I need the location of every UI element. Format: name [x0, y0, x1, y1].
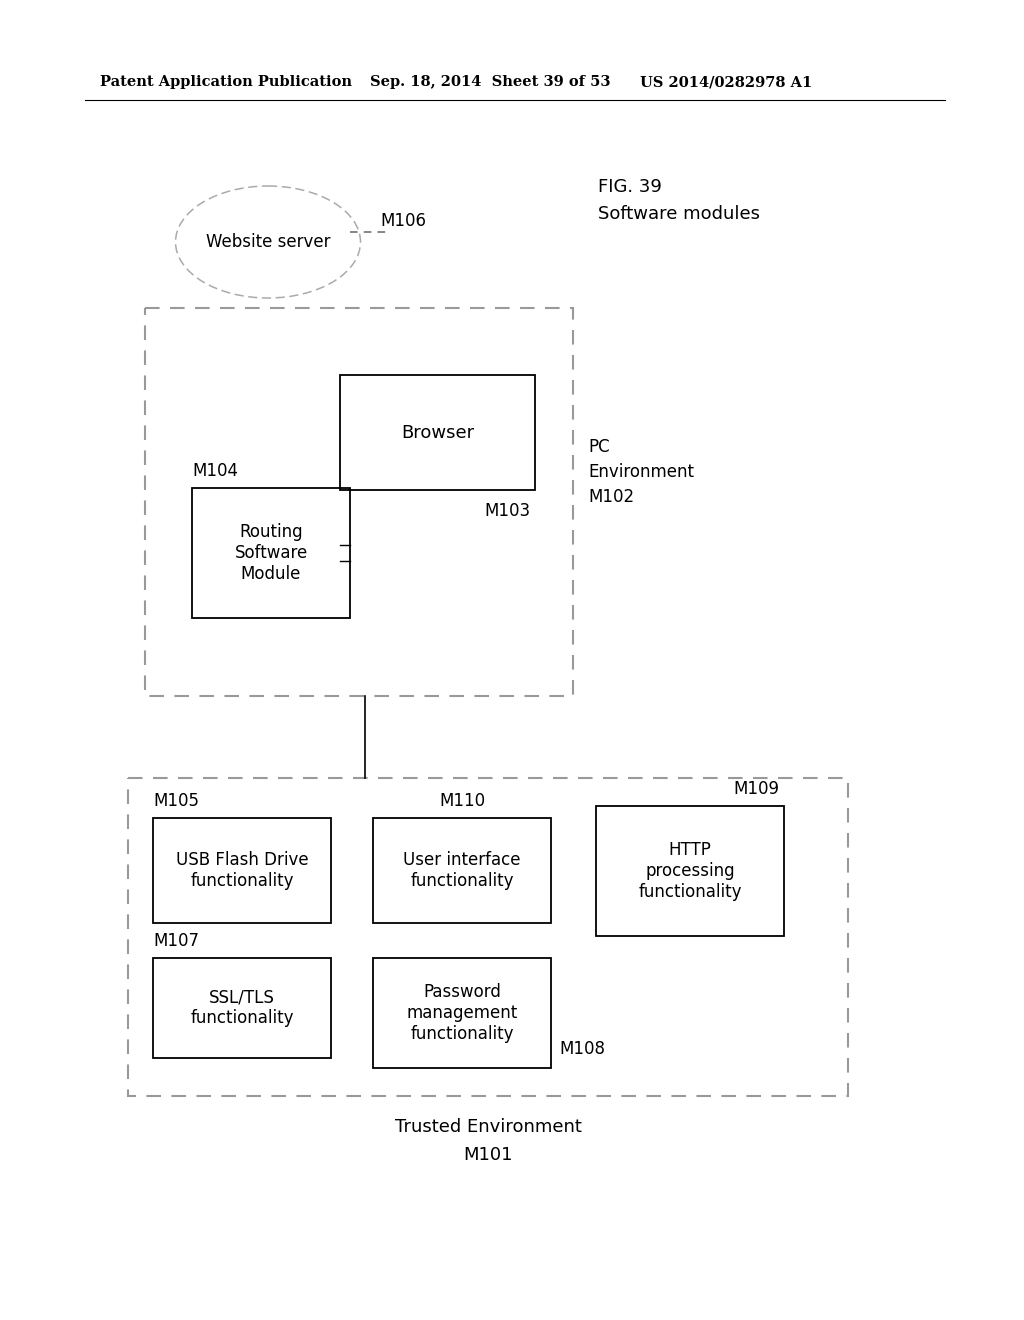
Text: M103: M103 — [484, 502, 530, 520]
Text: M106: M106 — [380, 213, 426, 230]
Text: FIG. 39: FIG. 39 — [598, 178, 662, 195]
Text: Routing
Software
Module: Routing Software Module — [234, 523, 307, 583]
Text: M107: M107 — [153, 932, 199, 950]
Text: M101: M101 — [463, 1146, 513, 1164]
Text: Software modules: Software modules — [598, 205, 760, 223]
Text: Password
management
functionality: Password management functionality — [407, 983, 517, 1043]
Bar — [145, 308, 573, 696]
Text: Patent Application Publication: Patent Application Publication — [100, 75, 352, 88]
Text: Website server: Website server — [206, 234, 331, 251]
Bar — [128, 777, 848, 1096]
Bar — [153, 958, 331, 1059]
Text: Sep. 18, 2014  Sheet 39 of 53: Sep. 18, 2014 Sheet 39 of 53 — [370, 75, 610, 88]
Bar — [373, 958, 551, 1068]
Text: M108: M108 — [559, 1040, 605, 1059]
Ellipse shape — [175, 186, 360, 298]
Text: User interface
functionality: User interface functionality — [403, 851, 521, 890]
Text: M109: M109 — [733, 780, 779, 799]
Text: SSL/TLS
functionality: SSL/TLS functionality — [190, 989, 294, 1027]
Bar — [153, 818, 331, 923]
Bar — [373, 818, 551, 923]
Text: Trusted Environment: Trusted Environment — [394, 1118, 582, 1137]
Text: Browser: Browser — [401, 424, 474, 441]
Bar — [340, 375, 535, 490]
Text: USB Flash Drive
functionality: USB Flash Drive functionality — [176, 851, 308, 890]
Bar — [193, 488, 350, 618]
Bar — [596, 807, 784, 936]
Text: US 2014/0282978 A1: US 2014/0282978 A1 — [640, 75, 812, 88]
Text: HTTP
processing
functionality: HTTP processing functionality — [638, 841, 741, 900]
Text: M110: M110 — [439, 792, 485, 810]
Text: M105: M105 — [153, 792, 199, 810]
Text: M104: M104 — [193, 462, 238, 480]
Text: PC
Environment
M102: PC Environment M102 — [588, 438, 694, 506]
